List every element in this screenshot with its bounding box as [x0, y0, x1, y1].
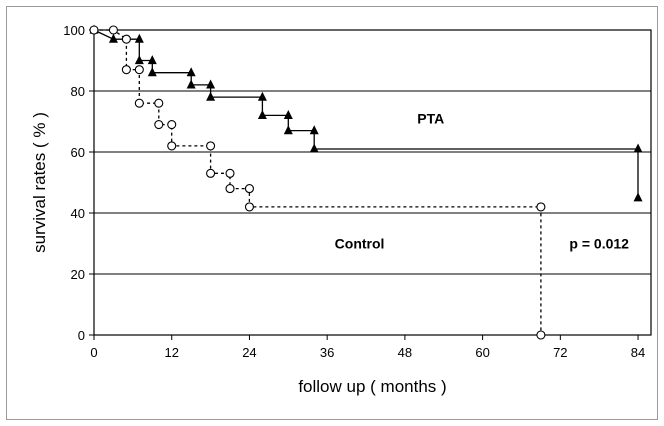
annotation-label: Control — [335, 236, 385, 252]
y-tick-label: 40 — [71, 206, 85, 221]
series-marker-1 — [225, 184, 235, 194]
x-tick-label: 60 — [475, 345, 489, 360]
x-tick-label: 36 — [320, 345, 334, 360]
y-tick-label: 60 — [71, 145, 85, 160]
series-marker-0 — [147, 55, 157, 65]
x-tick-label: 0 — [90, 345, 97, 360]
series-marker-0 — [309, 143, 319, 153]
series-line-1 — [94, 29, 542, 335]
series-marker-0 — [186, 79, 196, 89]
series-marker-0 — [257, 110, 267, 119]
series-marker-1 — [108, 25, 118, 35]
series-marker-0 — [206, 79, 216, 89]
x-axis-title: follow up ( months ) — [298, 377, 446, 396]
series-marker-1 — [121, 34, 131, 44]
y-tick-label: 100 — [63, 23, 85, 38]
y-tick-label: 0 — [78, 328, 85, 343]
series-marker-1 — [154, 98, 164, 108]
series-marker-0 — [108, 33, 118, 43]
series-marker-0 — [147, 67, 157, 77]
series-marker-1 — [244, 202, 254, 212]
series-marker-1 — [536, 202, 546, 212]
series-marker-0 — [257, 91, 267, 101]
series — [89, 24, 643, 340]
series-marker-0 — [633, 192, 643, 202]
series-marker-0 — [283, 125, 293, 135]
series-marker-0 — [283, 110, 293, 119]
plot-area — [93, 29, 652, 336]
x-tick-label: 12 — [164, 345, 178, 360]
x-tick-label: 72 — [553, 345, 567, 360]
grid-lines — [94, 90, 651, 275]
series-marker-0 — [633, 143, 643, 153]
series-marker-1 — [225, 168, 235, 178]
x-tick-label: 24 — [242, 345, 256, 360]
series-line-0 — [93, 29, 639, 198]
series-marker-1 — [206, 141, 216, 151]
chart-frame — [6, 6, 658, 420]
x-tick-label: 48 — [398, 345, 412, 360]
y-tick-label: 80 — [71, 84, 85, 99]
y-tick-label: 20 — [71, 267, 85, 282]
series-marker-1 — [167, 141, 177, 151]
series-marker-1 — [89, 25, 99, 35]
series-marker-0 — [309, 125, 319, 135]
annotations: PTA Control p = 0.012 — [335, 110, 630, 251]
x-tick-label: 84 — [631, 345, 645, 360]
series-marker-1 — [134, 98, 144, 108]
annotation-label: PTA — [417, 110, 444, 126]
series-marker-1 — [134, 65, 144, 75]
series-marker-0 — [186, 67, 196, 77]
series-marker-1 — [536, 330, 546, 340]
series-marker-1 — [154, 120, 164, 130]
series-marker-1 — [121, 65, 131, 75]
series-marker-1 — [167, 120, 177, 130]
series-marker-0 — [134, 33, 144, 43]
series-marker-0 — [206, 91, 216, 101]
annotation-label: p = 0.012 — [569, 236, 629, 252]
ticks: 0 20 40 60 80 100 0 12 24 36 48 60 72 84 — [63, 23, 645, 360]
y-axis-title: survival rates ( % ) — [30, 112, 49, 253]
series-marker-1 — [206, 168, 216, 178]
series-marker-0 — [134, 55, 144, 65]
series-marker-1 — [244, 184, 254, 194]
